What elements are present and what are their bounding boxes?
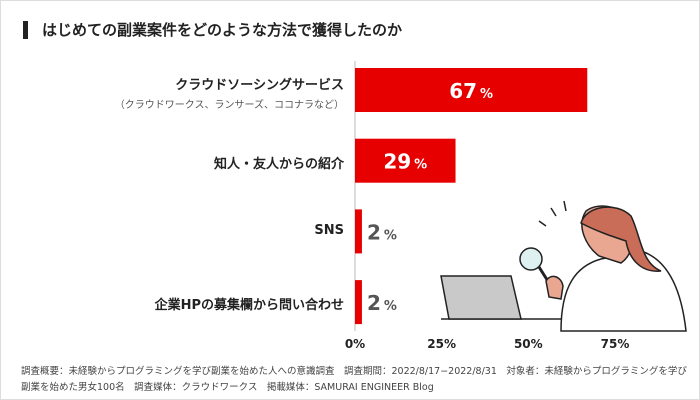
survey-note: 調査概要：未経験からプログラミングを学び副業を始めた人への意識調査 調査期間：2…: [21, 366, 687, 393]
x-tick-label: 75%: [601, 337, 630, 351]
x-tick-label: 25%: [427, 337, 456, 351]
bar-3: [355, 280, 362, 325]
data-label-3: 2%: [367, 291, 397, 315]
data-label-2: 2%: [367, 220, 397, 244]
category-name: 知人・友人からの紹介: [213, 156, 344, 172]
person-with-magnifier-illustration: [440, 200, 687, 332]
category-label: 知人・友人からの紹介: [214, 153, 344, 172]
category-label: SNS: [314, 223, 344, 238]
category-label: クラウドソーシングサービス （クラウドワークス、ランサーズ、ココナラなど）: [115, 74, 344, 111]
bar-2: [355, 209, 362, 254]
category-sublabel: （クラウドワークス、ランサーズ、ココナラなど）: [114, 100, 344, 111]
data-label-0: 67%: [449, 79, 493, 103]
bar-0: [355, 68, 588, 112]
category-name: 企業HPの募集欄から問い合わせ: [154, 298, 344, 314]
chart-title: はじめての副業案件をどのような方法で獲得したのか: [23, 21, 402, 39]
data-label-1: 29%: [383, 150, 427, 174]
category-name: SNS: [314, 223, 344, 239]
category-name: クラウドソーシングサービス: [175, 78, 344, 93]
x-tick-label: 50%: [514, 337, 543, 351]
x-tick-label: 0%: [345, 337, 365, 351]
bar-1: [355, 138, 456, 183]
category-label: 企業HPの募集欄から問い合わせ: [155, 294, 344, 313]
